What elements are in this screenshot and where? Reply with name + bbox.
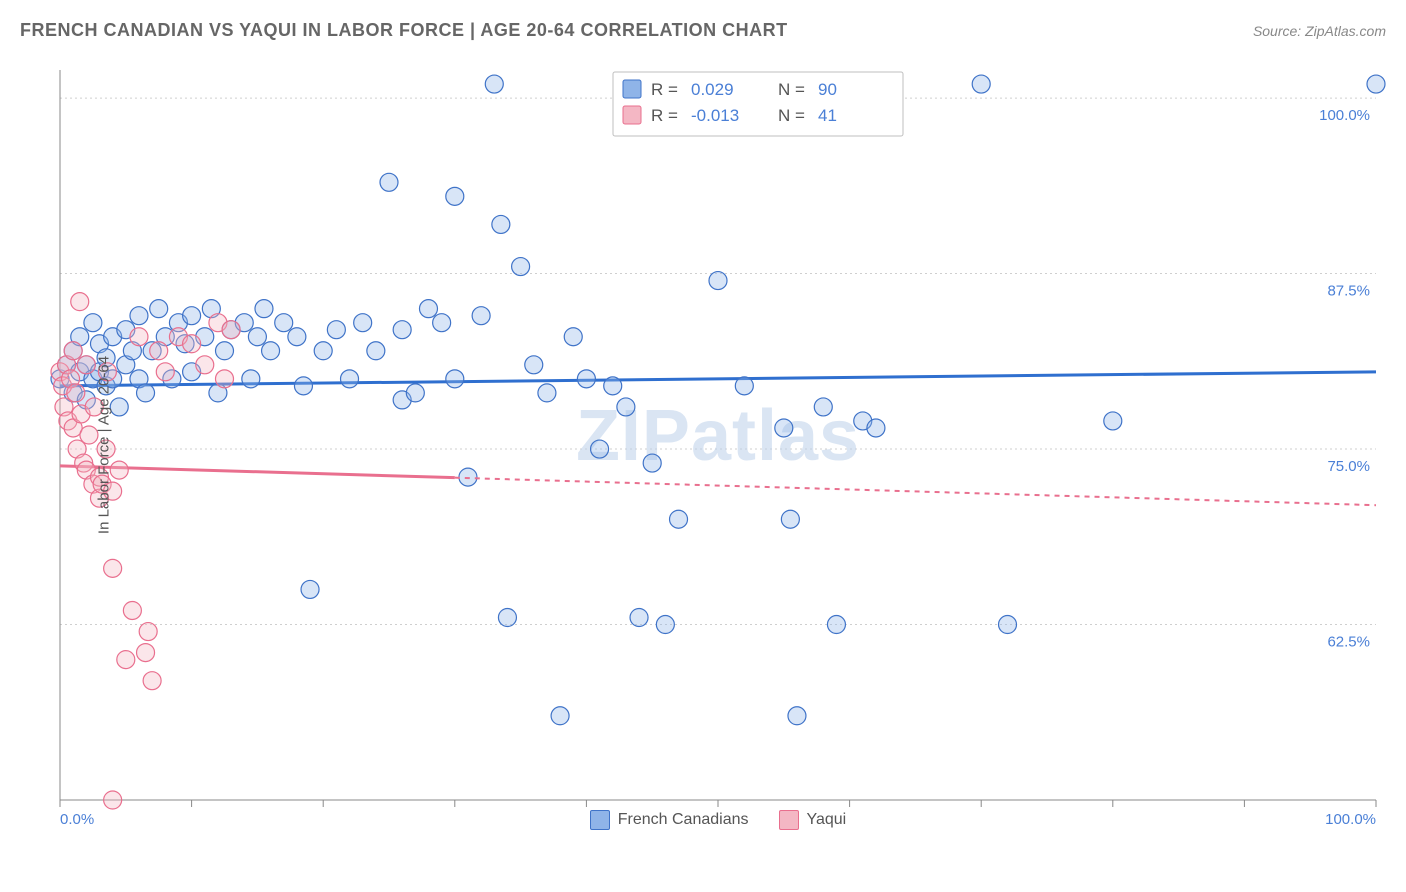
svg-text:-0.013: -0.013 — [691, 106, 739, 125]
svg-text:R =: R = — [651, 80, 678, 99]
legend-footer: French Canadians Yaqui — [50, 810, 1386, 830]
legend-item-yaqui: Yaqui — [779, 810, 847, 830]
svg-text:75.0%: 75.0% — [1327, 458, 1370, 475]
svg-text:0.029: 0.029 — [691, 80, 734, 99]
svg-text:90: 90 — [818, 80, 837, 99]
source-prefix: Source: — [1253, 23, 1305, 39]
y-axis-label: In Labor Force | Age 20-64 — [96, 356, 113, 534]
source-value: ZipAtlas.com — [1305, 23, 1386, 39]
svg-text:87.5%: 87.5% — [1327, 283, 1370, 300]
svg-text:41: 41 — [818, 106, 837, 125]
legend-swatch-french-canadians — [590, 810, 610, 830]
plot-container: In Labor Force | Age 20-64 62.5%75.0%87.… — [50, 60, 1386, 830]
legend-label-french-canadians: French Canadians — [618, 811, 749, 829]
svg-text:N =: N = — [778, 106, 805, 125]
svg-text:N =: N = — [778, 80, 805, 99]
chart-source: Source: ZipAtlas.com — [1253, 23, 1386, 39]
svg-text:100.0%: 100.0% — [1319, 107, 1370, 124]
chart-title: FRENCH CANADIAN VS YAQUI IN LABOR FORCE … — [20, 20, 788, 41]
scatter-chart: 62.5%75.0%87.5%100.0%0.0%100.0%ZIPatlasR… — [50, 60, 1386, 830]
legend-label-yaqui: Yaqui — [807, 811, 847, 829]
svg-text:R =: R = — [651, 106, 678, 125]
legend-swatch-yaqui — [779, 810, 799, 830]
svg-text:62.5%: 62.5% — [1327, 634, 1370, 651]
legend-item-french-canadians: French Canadians — [590, 810, 749, 830]
chart-header: FRENCH CANADIAN VS YAQUI IN LABOR FORCE … — [20, 20, 1386, 41]
